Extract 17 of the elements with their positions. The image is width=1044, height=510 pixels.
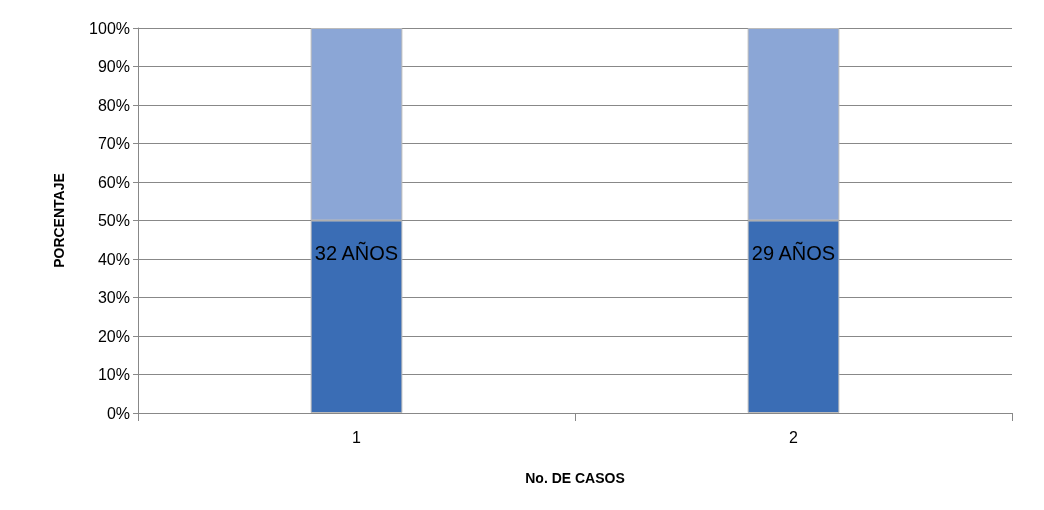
annotation: 32 AÑOS bbox=[314, 240, 399, 264]
x-tick-label: 1 bbox=[352, 428, 362, 446]
y-tick-label: 100% bbox=[89, 19, 130, 37]
y-tick-label: 20% bbox=[97, 327, 130, 345]
y-tick-label: 50% bbox=[97, 212, 130, 229]
y-tick-label: 70% bbox=[97, 135, 130, 152]
x-tick-label: 2 bbox=[789, 428, 799, 446]
y-axis-title: PORCENTAJE bbox=[51, 173, 67, 268]
y-tick-label: 90% bbox=[97, 58, 130, 75]
x-axis-title: No. DE CASOS bbox=[525, 470, 625, 486]
y-tick-label: 10% bbox=[97, 366, 130, 383]
y-tick-label: 80% bbox=[97, 96, 130, 114]
annotation: 29 AÑOS bbox=[751, 240, 836, 264]
y-tick-label: 0% bbox=[106, 404, 130, 422]
y-tick-label: 60% bbox=[97, 173, 130, 191]
y-tick-label: 40% bbox=[97, 250, 130, 268]
y-tick-label: 30% bbox=[97, 289, 130, 306]
